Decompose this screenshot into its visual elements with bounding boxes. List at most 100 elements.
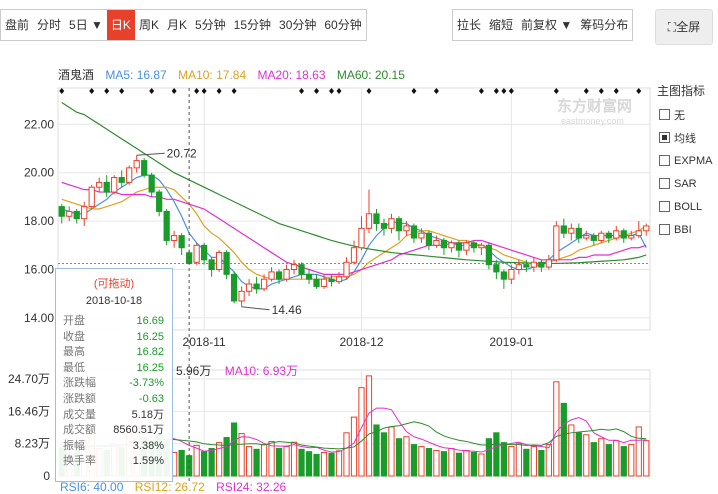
checkbox-icon[interactable] <box>659 224 670 235</box>
price-tick-label: 16.00 <box>24 263 54 277</box>
candle-body <box>328 278 335 283</box>
period-tab-7[interactable]: 15分钟 <box>233 18 272 32</box>
ohlc-tooltip[interactable]: (可拖动) 2018-10-18 开盘 16.69 收盘 16.25 最高 16.82 最低… <box>55 268 173 482</box>
tool-button-2[interactable]: 前复权 ▼ <box>521 18 573 32</box>
fullscreen-button[interactable]: ⛶全屏 <box>655 9 713 45</box>
ma5-legend: MA5: 16.87 <box>105 68 167 82</box>
volume-tick-label: 0 <box>43 469 50 483</box>
candle-body <box>260 278 268 290</box>
candle-body <box>350 247 358 263</box>
ma20-legend: MA20: 18.63 <box>257 68 326 82</box>
checkbox-icon[interactable] <box>659 109 670 120</box>
tooltip-value: -3.73% <box>129 377 164 390</box>
candle-body <box>613 230 620 239</box>
period-tab-6[interactable]: 5分钟 <box>194 18 226 32</box>
fullscreen-icon: ⛶ <box>667 20 677 34</box>
event-marker-icon <box>104 88 110 94</box>
ma-line-ma20 <box>61 181 647 275</box>
candle-body <box>171 235 178 241</box>
candle <box>575 223 582 243</box>
candle <box>230 271 238 304</box>
tool-button-3[interactable]: 筹码分布 <box>580 18 629 32</box>
tool-button-0[interactable]: 拉长 <box>457 18 482 32</box>
tooltip-key: 收盘 <box>63 330 85 343</box>
candle-body <box>88 186 95 208</box>
candle-body <box>448 242 455 249</box>
volume-bar <box>186 455 193 477</box>
candle <box>58 204 65 224</box>
candle <box>598 230 605 243</box>
volume-bar <box>335 450 343 477</box>
candle <box>178 233 185 255</box>
period-tab-8[interactable]: 30分钟 <box>279 18 317 32</box>
checkbox-icon[interactable] <box>659 178 670 189</box>
candle-body <box>485 244 493 266</box>
indicator-option-0[interactable]: 无 <box>652 103 718 126</box>
indicator-option-3[interactable]: SAR <box>652 172 718 195</box>
indicator-option-label: EXPMA <box>674 154 713 167</box>
event-marker-icon <box>508 88 514 94</box>
ma-line-ma60 <box>61 102 647 265</box>
candle-body <box>530 261 537 268</box>
event-marker-icon <box>216 88 222 94</box>
period-tab-5[interactable]: 月K <box>166 18 187 32</box>
checkbox-icon[interactable] <box>659 155 670 166</box>
ma-legend: 酒鬼酒 MA5: 16.87 MA10: 17.84 MA20: 18.63 M… <box>58 66 413 83</box>
candle <box>328 274 335 287</box>
candle <box>96 177 103 193</box>
candle-body <box>156 191 163 212</box>
volume-ma10-legend: MA10: 6.93万 <box>224 364 299 378</box>
candle <box>320 274 328 289</box>
event-marker-icon <box>636 88 642 94</box>
period-tab-9[interactable]: 60分钟 <box>324 18 362 32</box>
candle-body <box>635 230 642 237</box>
date-tick-label: 2019-01 <box>489 335 533 349</box>
tooltip-value: 8560.51万 <box>113 424 164 437</box>
indicator-option-2[interactable]: EXPMA <box>652 149 718 172</box>
ma60-legend: MA60: 20.15 <box>336 68 405 82</box>
indicator-option-1[interactable]: 均线 <box>652 126 718 149</box>
candle-body <box>568 227 575 234</box>
volume-bar <box>230 422 238 477</box>
indicator-option-5[interactable]: BBI <box>652 218 718 241</box>
annotation-label: 14.46 <box>272 303 302 317</box>
candle <box>538 259 545 272</box>
checkbox-icon[interactable] <box>659 132 670 143</box>
checkbox-icon[interactable] <box>659 201 670 212</box>
candle-body <box>103 181 110 193</box>
candle <box>81 201 88 226</box>
indicator-title: 主图指标 <box>657 84 706 98</box>
rsi24-legend: RSI24: 32.26 <box>216 480 287 494</box>
volume-bar <box>530 446 537 477</box>
period-tab-4[interactable]: 周K <box>138 18 159 32</box>
period-tab-2[interactable]: 5日 ▼ <box>69 18 103 32</box>
tooltip-key: 最高 <box>63 346 85 359</box>
event-marker-icon <box>299 88 305 94</box>
candle <box>515 259 522 275</box>
volume-tick-label: 24.70万 <box>8 372 50 386</box>
candle-body <box>380 223 388 229</box>
period-tab-0[interactable]: 盘前 <box>5 18 30 32</box>
candle <box>500 269 507 289</box>
volume-bar <box>238 433 245 477</box>
candle <box>66 206 73 222</box>
volume-bar <box>515 443 522 477</box>
candle <box>470 240 478 253</box>
watermark-main: 东方财富网 <box>557 97 632 115</box>
period-tab-1[interactable]: 分时 <box>37 18 62 32</box>
period-tab-3[interactable]: 日K <box>106 10 135 40</box>
candle-body <box>583 235 590 239</box>
volume-bar <box>260 444 268 477</box>
candle-body <box>605 232 612 239</box>
indicator-option-4[interactable]: BOLL <box>652 195 718 218</box>
indicator-option-label: BOLL <box>674 200 703 213</box>
tool-button-1[interactable]: 缩短 <box>489 18 514 32</box>
candle-body <box>643 225 650 232</box>
volume-bar <box>425 448 433 477</box>
tooltip-value: 16.69 <box>136 315 164 327</box>
volume-bar <box>350 416 358 477</box>
candle <box>126 165 133 185</box>
volume-bar <box>298 448 305 477</box>
candle-body <box>410 225 418 239</box>
volume-bar <box>268 440 275 477</box>
